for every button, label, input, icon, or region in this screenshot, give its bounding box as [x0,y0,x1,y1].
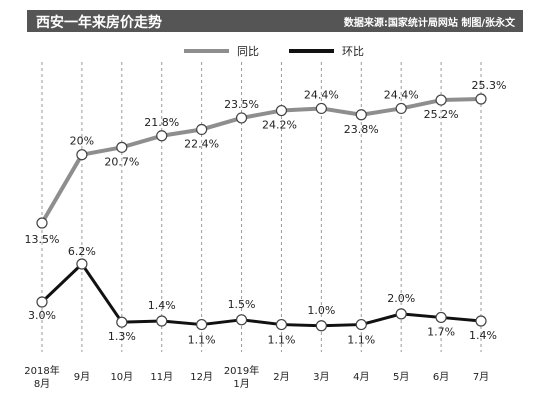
data-label: 23.8% [344,123,379,136]
data-label: 1.1% [347,334,375,347]
x-tick-label: 11月 [150,371,173,383]
x-tick-label: 4月 [353,371,369,383]
series-line [40,97,482,225]
data-labels: 13.5% 20% 20.7% 21.8% 22.4% 23.5%24.2% 24.4% 23… [25,79,507,347]
legend: 同比 环比 [184,45,364,58]
data-point [116,316,128,328]
data-label: 1.1% [267,334,295,347]
header-bar [27,10,523,32]
data-point [395,102,407,115]
x-tick-label: 9月 [74,371,90,383]
x-tick-label: 7月 [473,371,489,383]
data-point [156,315,168,327]
data-point [235,112,248,124]
data-label: 1.0% [307,304,335,317]
data-point [196,123,208,136]
data-label: 1.5% [228,298,256,311]
data-label: 21.8% [144,116,179,129]
data-label: 1.1% [188,334,216,347]
data-label: 25.3% [472,79,507,92]
data-label: 23.5% [224,98,259,111]
x-tick-label: 3月 [313,371,329,383]
data-label: 1.3% [108,330,136,343]
data-point [275,104,288,117]
data-markers [36,93,487,332]
data-point [395,308,407,320]
data-label: 24.2% [262,119,297,132]
x-tick-label: 12月 [190,371,213,383]
data-label: 6.2% [68,245,96,258]
data-point [355,109,367,121]
data-point [435,94,447,106]
data-label: 24.4% [384,88,419,101]
data-point [36,296,48,308]
chart-source: 数据来源:国家统计局网站 制图/张永文 [343,18,515,29]
data-label: 24.4% [304,88,339,101]
legend-label: 环比 [342,45,364,58]
legend-label: 同比 [237,45,259,58]
data-label: 1.7% [427,325,455,338]
x-tick-label: 6月 [433,371,449,383]
data-point [315,102,327,115]
data-label: 3.0% [28,309,56,322]
x-tick-label: 2018年 8月 [24,364,59,390]
data-point [116,141,128,153]
data-point [275,318,288,331]
data-point [76,149,88,161]
data-point [36,217,48,229]
data-point [315,320,327,332]
data-point [435,311,447,324]
data-point [196,318,208,331]
data-label: 20% [70,135,94,148]
x-tick-label: 10月 [110,371,133,383]
data-point [76,258,88,270]
data-label: 13.5% [25,233,60,246]
data-point [475,93,487,105]
series-lines [40,97,482,328]
series-line [40,262,482,328]
data-label: 2.0% [387,292,415,305]
data-label: 1.4% [148,299,176,312]
data-label: 25.2% [424,108,459,121]
chart-title: 西安一年来房价走势 [36,15,162,31]
x-tick-label: 5月 [393,371,409,383]
data-label: 22.4% [184,137,219,150]
x-tick-label: 2019年 1月 [224,364,259,390]
x-axis-ticks: 2018年 8月 9月 10月 11月 12月 2019年 1月 2月 3月 4月 5月 6月 7月 [24,364,489,390]
data-label: 1.4% [469,329,497,342]
data-point [355,318,367,331]
data-label: 20.7% [104,155,139,168]
data-point [475,315,487,327]
x-tick-label: 2月 [273,371,289,383]
data-point [235,314,248,326]
data-point [156,130,168,142]
